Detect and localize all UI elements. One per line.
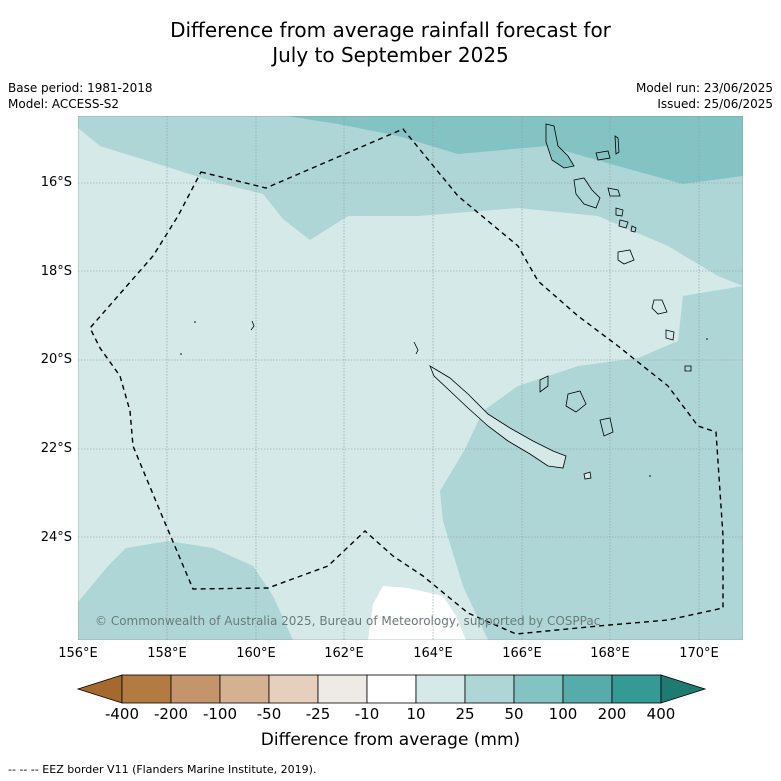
colorbar-cell [464,674,515,704]
colorbar-cell [317,674,368,704]
lon-label-158e: 158°E [147,646,187,661]
mare-island [599,417,614,437]
lat-label-18s: 18°S [40,264,72,279]
colorbar-tick-label: 100 [548,705,578,723]
aneityum-island [665,329,675,341]
region-neutral-south [368,586,466,640]
new-caledonia-island [429,365,567,469]
eez-legend: -- -- -- EEZ border V11 (Flanders Marine… [8,763,317,776]
colorbar-cell [219,674,270,704]
colorbar-cell [268,674,319,704]
colorbar-tick-label: 50 [504,705,524,723]
espiritu-santo-island [545,123,575,169]
lon-label-160e: 160°E [236,646,276,661]
lon-label-162e: 162°E [324,646,364,661]
model-run: Model run: 23/06/2025 [635,81,773,95]
colorbar-cell [611,674,662,704]
colorbar-extend-high [660,674,707,704]
colorbar-extend-low [76,674,123,704]
isle-of-pines [583,471,592,480]
islet-c [706,338,708,340]
islet-d [649,475,651,477]
vanuatu-island-1 [595,150,611,161]
malakula-island [573,177,601,209]
colorbar-tick-label: -100 [202,705,238,723]
colorbar-tick-label: 10 [406,705,426,723]
ouvea-island [539,375,549,393]
region-50-100-north [286,116,743,184]
islet-b [180,353,182,355]
map-graticule [78,116,743,640]
colorbar-cells [76,674,707,704]
chesterfield-islet [250,320,255,331]
colorbar-cell [562,674,613,704]
colorbar-tick-label: 400 [646,705,676,723]
belep-islet [413,341,419,355]
islet-a [194,321,196,323]
colorbar-cell [170,674,221,704]
lifou-island [565,390,587,413]
colorbar-tick-label: 200 [597,705,627,723]
region-25-50-east [440,286,743,640]
meta-left: Base period: 1981-2018 Model: ACCESS-S2 [8,80,153,112]
meta-right: Model run: 23/06/2025 Issued: 25/06/2025 [636,80,773,112]
colorbar-tick-label: 25 [455,705,475,723]
lat-label-24s: 24°S [40,530,72,545]
tanna-island [651,299,668,315]
colorbar-cell [415,674,466,704]
lat-label-22s: 22°S [40,441,72,456]
chart-title: Difference from average rainfall forecas… [0,18,781,68]
title-line-1: Difference from average rainfall forecas… [170,18,611,42]
rainfall-map [78,116,743,640]
maewo-island [614,135,620,155]
lat-label-16s: 16°S [40,175,72,190]
eez-border [89,128,724,635]
efate-island [618,219,629,229]
lon-label-170e: 170°E [679,646,719,661]
title-line-2: July to September 2025 [272,43,509,67]
issued-date: Issued: 25/06/2025 [657,97,773,111]
lon-label-168e: 168°E [590,646,630,661]
vanuatu-islet [630,225,637,233]
colorbar [76,674,707,704]
copyright-notice: © Commonwealth of Australia 2025, Bureau… [95,614,601,628]
lon-label-156e: 156°E [58,646,98,661]
lon-label-166e: 166°E [502,646,542,661]
model-name: Model: ACCESS-S2 [8,97,120,111]
ambrym-island [607,187,621,197]
colorbar-tick-label: -10 [354,705,380,723]
colorbar-tick-label: -400 [104,705,140,723]
colorbar-tick-label: -50 [256,705,282,723]
region-25-50-southwest [78,541,293,640]
epi-island [615,207,624,217]
colorbar-cell [121,674,172,704]
lat-label-20s: 20°S [40,352,72,367]
erromango-island [617,249,635,265]
base-period: Base period: 1981-2018 [8,81,153,95]
colorbar-tick-label: -25 [305,705,331,723]
colorbar-cell [366,674,417,704]
colorbar-tick-label: -200 [153,705,189,723]
region-25-50-north [78,116,743,286]
colorbar-title: Difference from average (mm) [260,730,521,750]
colorbar-cell [513,674,564,704]
lon-label-164e: 164°E [413,646,453,661]
matthew-islet [684,365,692,372]
